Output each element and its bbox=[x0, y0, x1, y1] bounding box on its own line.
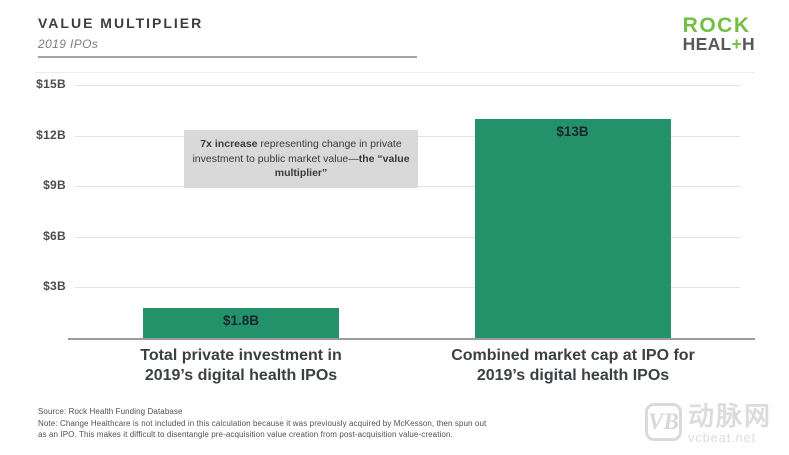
vb-logo-icon: VB bbox=[645, 403, 682, 441]
bar-private-investment bbox=[143, 307, 339, 338]
page-title: VALUE MULTIPLIER bbox=[38, 15, 204, 31]
category-label-private-investment: Total private investment in 2019’s digit… bbox=[81, 346, 401, 385]
y-axis-tick-label: $15B bbox=[36, 77, 66, 91]
watermark-chinese-name: 动脉网 bbox=[688, 401, 773, 431]
category-label-line: Combined market cap at IPO for bbox=[451, 347, 695, 364]
logo-plus-icon: + bbox=[731, 34, 743, 55]
logo-heal-text: HEAL bbox=[682, 34, 732, 55]
y-axis-tick-label: $6B bbox=[43, 228, 66, 243]
y-axis-tick-label: $3B bbox=[43, 279, 66, 294]
vcbeat-watermark: VB 动脉网 vcbeat.net bbox=[645, 401, 773, 446]
y-axis-tick-label: $9B bbox=[43, 178, 66, 193]
note-line-2: as an IPO. This makes it difficult to di… bbox=[38, 430, 453, 439]
bar-value-label: $1.8B bbox=[222, 312, 260, 328]
gridline bbox=[75, 85, 740, 86]
title-divider bbox=[38, 56, 417, 58]
gridline bbox=[75, 287, 740, 289]
watermark-text: 动脉网 vcbeat.net bbox=[688, 401, 773, 446]
logo-rock-text: ROCK bbox=[682, 14, 751, 37]
y-axis-tick-label: $12B bbox=[36, 127, 66, 142]
category-label-line: 2019’s digital health IPOs bbox=[144, 366, 338, 384]
bar-ipo-market-cap bbox=[474, 118, 671, 338]
source-note: Source: Rock Health Funding Database Not… bbox=[38, 406, 486, 441]
annotation-bold-tail: the “value multiplier” bbox=[274, 152, 410, 180]
note-line-1: Note: Change Healthcare is not included … bbox=[38, 418, 487, 428]
x-axis-line bbox=[68, 338, 755, 340]
annotation-body: representing change in private investmen… bbox=[192, 138, 402, 165]
annotation-box: 7x increase representing change in priva… bbox=[184, 130, 418, 189]
category-label-market-cap: Combined market cap at IPO for 2019’s di… bbox=[392, 346, 754, 385]
category-label-line: Total private investment in bbox=[140, 347, 342, 364]
source-line: Source: Rock Health Funding Database bbox=[38, 407, 183, 416]
page-subtitle: 2019 IPOs bbox=[38, 37, 99, 51]
bar-value-label: $13B bbox=[556, 123, 589, 139]
rock-health-logo: ROCK HEAL+H bbox=[683, 15, 755, 54]
annotation-bold-lead: 7x increase bbox=[200, 138, 258, 150]
logo-h-text: H bbox=[742, 34, 755, 55]
category-label-line: 2019’s digital health IPOs bbox=[476, 366, 670, 384]
logo-health-text: HEAL+H bbox=[682, 34, 755, 55]
watermark-site-url: vcbeat.net bbox=[688, 430, 756, 446]
gridline bbox=[75, 236, 740, 238]
header-divider bbox=[35, 72, 755, 73]
